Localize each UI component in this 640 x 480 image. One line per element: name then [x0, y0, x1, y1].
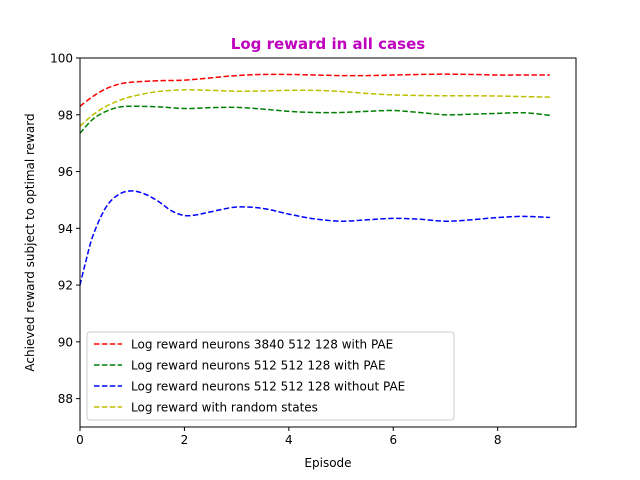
- y-tick-label: 90: [58, 335, 73, 349]
- x-tick-label: 6: [389, 433, 397, 447]
- series-line-3: [80, 190, 550, 286]
- legend-entry-label: Log reward neurons 3840 512 128 with PAE: [131, 338, 393, 352]
- x-axis: 0 2 4 6 8: [76, 427, 502, 447]
- series-line-2: [80, 105, 550, 134]
- series-layer: [80, 73, 550, 286]
- y-tick-label: 92: [58, 279, 73, 293]
- legend-entry-label: Log reward neurons 512 512 128 without P…: [131, 380, 405, 394]
- y-axis: 88 90 92 94 96 98 100: [50, 52, 80, 406]
- y-tick-label: 100: [50, 52, 73, 66]
- legend-box: [86, 331, 455, 421]
- legend-entry-label: Log reward with random states: [131, 401, 318, 415]
- y-tick-label: 98: [58, 108, 73, 122]
- legend-entry-label: Log reward neurons 512 512 128 with PAE: [131, 359, 386, 373]
- chart-title: Log reward in all cases: [231, 35, 426, 53]
- y-tick-label: 96: [58, 165, 73, 179]
- series-line-1: [80, 73, 550, 107]
- y-tick-label: 88: [58, 392, 73, 406]
- legend: Log reward neurons 3840 512 128 with PAE…: [86, 331, 455, 421]
- plot-area-frame: [79, 57, 577, 428]
- x-tick-label: 8: [494, 433, 502, 447]
- x-axis-label: Episode: [304, 456, 351, 470]
- y-tick-label: 94: [58, 222, 73, 236]
- x-tick-label: 4: [285, 433, 293, 447]
- x-tick-label: 0: [76, 433, 84, 447]
- y-axis-label: Achieved reward subject to optimal rewar…: [23, 113, 37, 371]
- series-line-4: [80, 89, 550, 127]
- x-tick-label: 2: [181, 433, 189, 447]
